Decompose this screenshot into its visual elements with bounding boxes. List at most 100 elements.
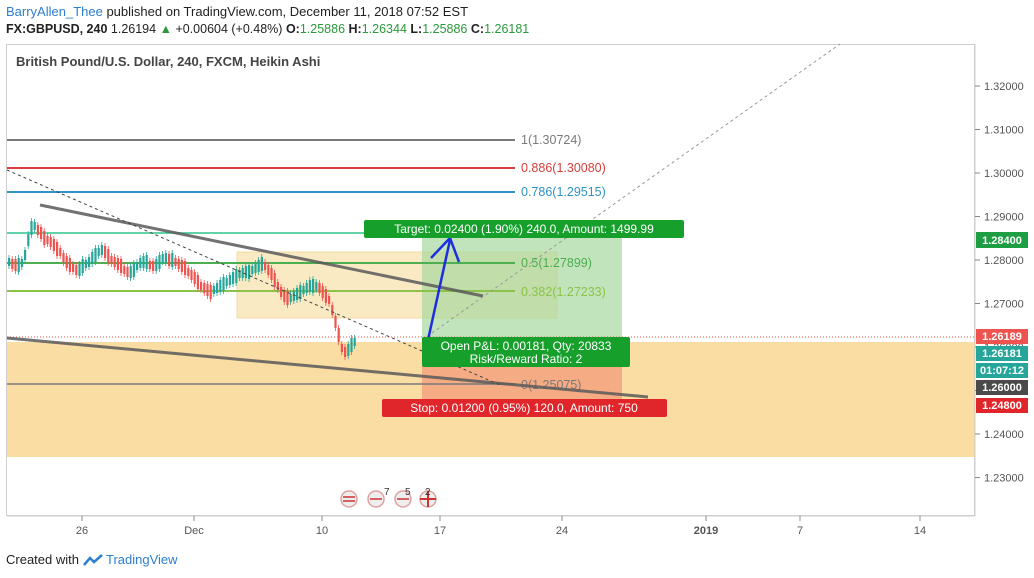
price-chart[interactable]: 1(1.30724) 0.886(1.30080) 0.786(1.29515)… bbox=[0, 0, 1034, 548]
footer: Created with TradingView bbox=[6, 552, 178, 567]
economic-events[interactable]: 7 5 2 bbox=[340, 487, 437, 508]
time-tick-label: 10 bbox=[316, 525, 328, 537]
candle-body bbox=[164, 253, 167, 263]
candle-body bbox=[94, 248, 97, 262]
candle-body bbox=[260, 257, 263, 271]
price-tick-label: 1.32000 bbox=[984, 81, 1024, 93]
candle-body bbox=[40, 227, 43, 239]
candle-body bbox=[132, 263, 135, 277]
time-tick-label: 2019 bbox=[694, 525, 718, 537]
candle-body bbox=[305, 283, 308, 293]
candle-body bbox=[241, 268, 244, 278]
candle-body bbox=[75, 265, 78, 275]
candle-body bbox=[152, 261, 155, 271]
price-axis[interactable]: 1.32000 1.31000 1.30000 1.29000 1.28000 1.270… bbox=[975, 81, 1024, 485]
candle-body bbox=[315, 282, 318, 290]
candle-body bbox=[20, 259, 23, 267]
tradingview-brand-link[interactable]: TradingView bbox=[106, 552, 178, 567]
candle-body bbox=[65, 256, 68, 268]
candle-body bbox=[206, 284, 209, 296]
price-tick-label: 1.29000 bbox=[984, 212, 1024, 224]
candle-body bbox=[78, 264, 81, 276]
candle-body bbox=[72, 264, 75, 272]
up-triangle-icon: ▲ bbox=[159, 22, 172, 36]
candle-body bbox=[180, 260, 183, 272]
candle-body bbox=[270, 268, 273, 280]
candle-body bbox=[148, 261, 151, 269]
candle-body bbox=[353, 338, 356, 346]
time-axis[interactable]: 26 Dec 10 17 24 2019 7 14 bbox=[76, 516, 926, 537]
candle-body bbox=[174, 258, 177, 266]
candle-body bbox=[212, 286, 215, 294]
candle-body bbox=[244, 266, 247, 278]
lower-trend-line[interactable] bbox=[6, 336, 649, 399]
candle-body bbox=[187, 268, 190, 276]
candle-body bbox=[331, 305, 334, 315]
candle-body bbox=[123, 266, 126, 274]
target-box[interactable] bbox=[364, 220, 684, 238]
fib-label-1: 1(1.30724) bbox=[521, 133, 581, 147]
price-tag-close bbox=[976, 346, 1028, 361]
candle-body bbox=[344, 347, 347, 357]
symbol-label: FX:GBPUSD, 240 bbox=[6, 22, 108, 36]
price-tag-current-text: 1.26189 bbox=[982, 331, 1022, 343]
fib-label-0786: 0.786(1.29515) bbox=[521, 185, 606, 199]
fib-label-05: 0.5(1.27899) bbox=[521, 256, 592, 270]
candle-body bbox=[14, 259, 17, 271]
candle-body bbox=[142, 256, 145, 268]
candle-body bbox=[126, 267, 129, 277]
time-tick-label: Dec bbox=[184, 525, 204, 537]
time-tick-label: 7 bbox=[797, 525, 803, 537]
price-tick-label: 1.31000 bbox=[984, 125, 1024, 137]
price-tag-countdown bbox=[976, 363, 1028, 378]
change-value: +0.00604 (+0.48%) bbox=[175, 22, 283, 36]
upper-trend-line[interactable] bbox=[39, 203, 484, 298]
candle-body bbox=[321, 286, 324, 298]
candle-body bbox=[350, 338, 353, 352]
candle-body bbox=[296, 288, 299, 300]
event-number-2: 5 bbox=[405, 487, 411, 498]
candle-body bbox=[107, 249, 110, 263]
low-label: L: bbox=[410, 22, 423, 36]
projection-line bbox=[421, 43, 841, 341]
pnl-text-1: Open P&L: 0.00181, Qty: 20833 bbox=[441, 339, 612, 353]
open-value: 1.25886 bbox=[299, 22, 346, 36]
candle-body bbox=[27, 234, 30, 246]
candle-body bbox=[155, 259, 158, 271]
close-label: C: bbox=[470, 22, 485, 36]
candle-body bbox=[136, 262, 139, 270]
price-tag-entry-text: 1.26000 bbox=[982, 382, 1022, 394]
price-tick-label: 1.23000 bbox=[984, 473, 1024, 485]
candle-body bbox=[222, 277, 225, 291]
candle-body bbox=[52, 239, 55, 251]
candle-body bbox=[318, 283, 321, 293]
candle-body bbox=[97, 248, 100, 256]
candle-body bbox=[248, 265, 251, 279]
candle-body bbox=[33, 222, 36, 230]
candle-body bbox=[225, 278, 228, 286]
pnl-box[interactable] bbox=[422, 337, 630, 367]
candle-body bbox=[36, 225, 39, 235]
time-tick-label: 17 bbox=[434, 525, 446, 537]
price-tick-label: 1.28000 bbox=[984, 255, 1024, 267]
candle-body bbox=[219, 280, 222, 292]
time-tick-label: 26 bbox=[76, 525, 88, 537]
candle-body bbox=[283, 290, 286, 302]
candle-body bbox=[292, 291, 295, 301]
candle-body bbox=[299, 285, 302, 299]
ohlc-line: FX:GBPUSD, 240 1.26194 ▲ +0.00604 (+0.48… bbox=[6, 22, 529, 36]
price-tag-entry bbox=[976, 380, 1028, 395]
candle-body bbox=[30, 221, 33, 235]
high-value: 1.26344 bbox=[361, 22, 407, 36]
target-arrow-line bbox=[426, 239, 452, 341]
price-tag-countdown-text: 01:07:12 bbox=[980, 365, 1024, 377]
stop-box[interactable] bbox=[382, 399, 667, 417]
candle-body bbox=[209, 285, 212, 299]
heikin-ashi-candles bbox=[8, 218, 356, 360]
target-arrow-head-right bbox=[448, 237, 461, 263]
low-value: 1.25886 bbox=[422, 22, 468, 36]
author-link[interactable]: BarryAllen_Thee bbox=[6, 4, 103, 19]
candle-body bbox=[113, 257, 116, 267]
candle-body bbox=[8, 258, 11, 266]
candle-body bbox=[49, 237, 52, 247]
